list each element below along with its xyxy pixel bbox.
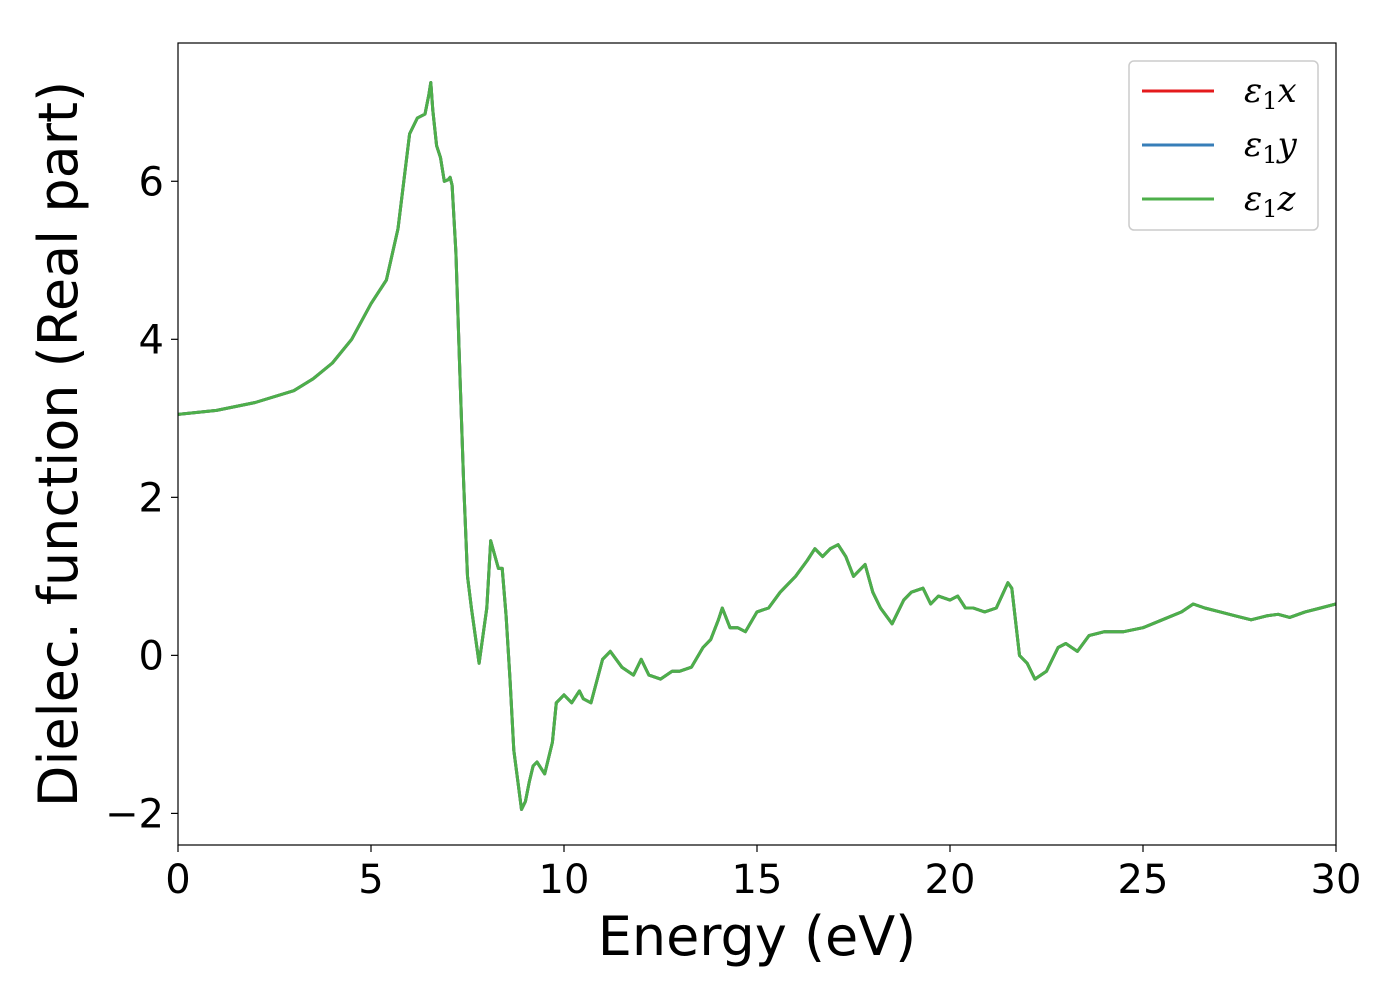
x-tick-label: 0 bbox=[165, 857, 190, 903]
legend-box bbox=[1128, 60, 1319, 231]
series-line-z bbox=[178, 81, 1336, 811]
x-tick-label: 30 bbox=[1311, 857, 1362, 903]
y-tick-label: 6 bbox=[139, 159, 164, 205]
series-layer bbox=[178, 81, 1336, 811]
y-axis: −2 0 2 4 6 bbox=[105, 159, 178, 837]
legend: ε1x ε1y ε1z bbox=[1128, 60, 1319, 231]
x-tick-label: 20 bbox=[925, 857, 976, 903]
y-tick-label: −2 bbox=[105, 791, 164, 837]
x-tick-label: 15 bbox=[732, 857, 783, 903]
legend-label-x: ε1x bbox=[1244, 71, 1297, 115]
y-axis-label: Dielec. function (Real part) bbox=[27, 81, 90, 807]
y-tick-label: 2 bbox=[139, 475, 164, 521]
legend-label-z: ε1z bbox=[1244, 179, 1297, 223]
x-tick-label: 10 bbox=[539, 857, 590, 903]
legend-label-y: ε1y bbox=[1244, 125, 1298, 169]
plot-area bbox=[177, 42, 1337, 846]
x-axis-label: Energy (eV) bbox=[598, 905, 917, 968]
y-tick-label: 0 bbox=[139, 633, 164, 679]
x-tick-label: 5 bbox=[358, 857, 383, 903]
x-axis: 0 5 10 15 20 25 30 bbox=[165, 845, 1361, 903]
y-tick-label: 4 bbox=[139, 317, 164, 363]
x-tick-label: 25 bbox=[1118, 857, 1169, 903]
